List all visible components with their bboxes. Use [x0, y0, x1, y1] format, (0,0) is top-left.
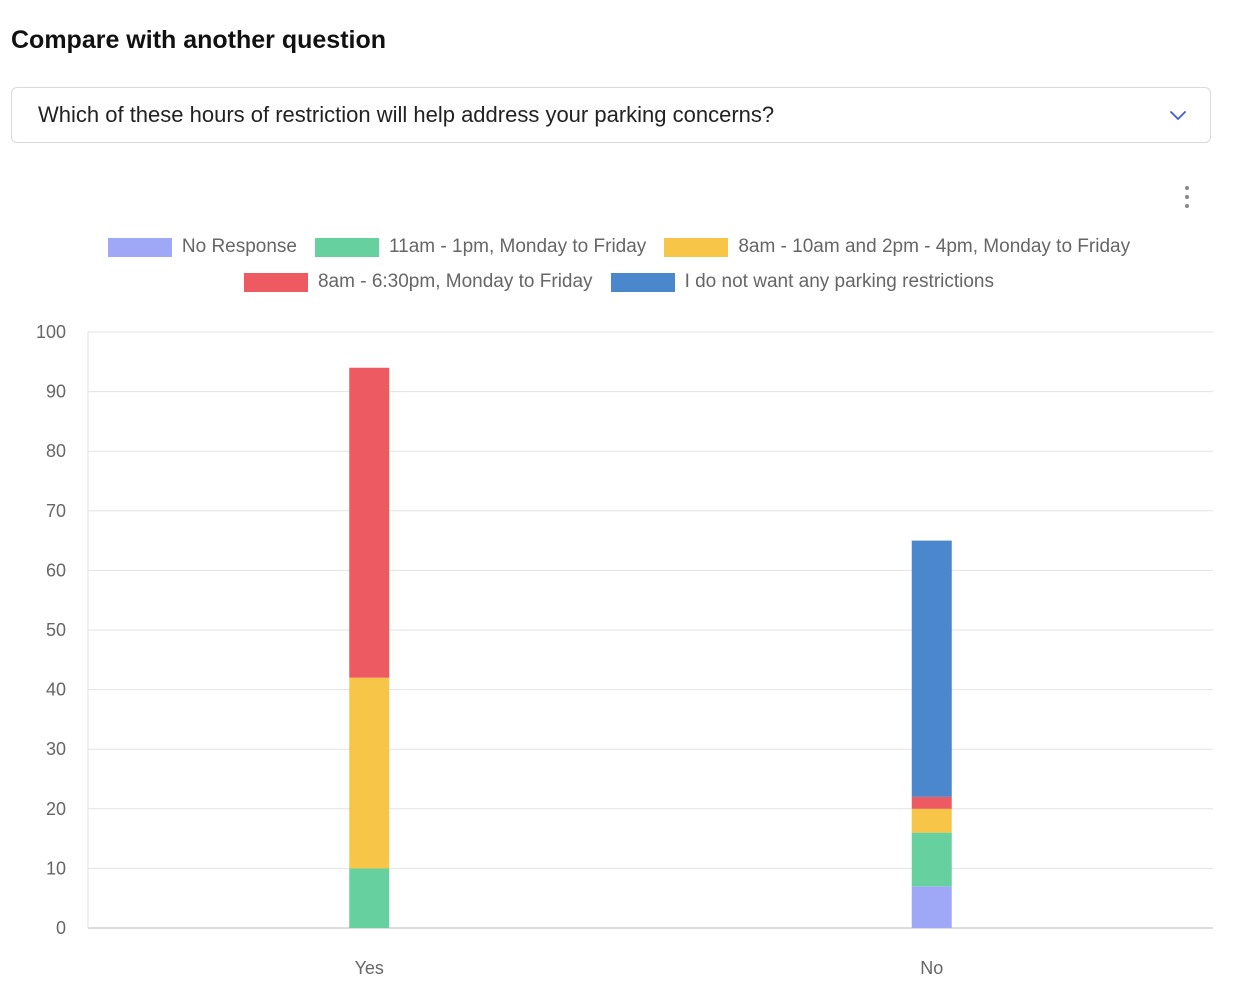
legend-swatch: [664, 237, 729, 257]
x-tick-label: Yes: [355, 958, 384, 978]
legend-row-2: 8am - 6:30pm, Monday to Friday I do not …: [0, 271, 1238, 293]
legend-label: 8am - 6:30pm, Monday to Friday: [317, 271, 593, 292]
y-tick-label: 10: [46, 858, 66, 878]
y-tick-label: 80: [46, 441, 66, 461]
y-tick-label: 30: [46, 739, 66, 759]
bar-segment: [911, 832, 952, 887]
compare-question-select[interactable]: Which of these hours of restriction will…: [11, 87, 1211, 143]
y-tick-label: 40: [46, 680, 66, 700]
y-tick-label: 0: [56, 918, 66, 938]
legend-label: No Response: [181, 236, 297, 257]
legend-swatch: [107, 237, 172, 257]
y-tick-label: 100: [36, 322, 66, 342]
bar-segment: [911, 540, 952, 797]
legend-swatch: [610, 272, 675, 292]
legend-item-no-response[interactable]: No Response: [107, 236, 297, 258]
legend-swatch: [243, 272, 308, 292]
legend-item-8am-10am-2pm-4pm[interactable]: 8am - 10am and 2pm - 4pm, Monday to Frid…: [664, 236, 1130, 258]
legend-item-8am-630pm[interactable]: 8am - 6:30pm, Monday to Friday: [243, 271, 593, 293]
compare-question-value: Which of these hours of restriction will…: [38, 102, 775, 127]
legend-swatch: [315, 237, 379, 257]
y-tick-label: 90: [46, 382, 66, 402]
legend-label: 8am - 10am and 2pm - 4pm, Monday to Frid…: [738, 236, 1131, 257]
legend-item-11am-1pm[interactable]: 11am - 1pm, Monday to Friday: [315, 236, 646, 258]
stacked-bar-chart: 0 10 20 30 40 50 60 70 80 90 100 Yes No: [36, 322, 1213, 978]
section-heading: Compare with another question: [11, 26, 387, 54]
x-tick-label: No: [920, 958, 943, 978]
legend-label: 11am - 1pm, Monday to Friday: [389, 236, 647, 257]
legend-item-no-restrictions[interactable]: I do not want any parking restrictions: [610, 271, 994, 293]
y-tick-label: 70: [46, 501, 66, 521]
y-tick-label: 60: [46, 560, 66, 580]
y-tick-label: 20: [46, 799, 66, 819]
bar-segment: [349, 367, 390, 678]
bar-segment: [911, 796, 952, 809]
more-vertical-icon[interactable]: [1176, 184, 1198, 210]
bar-segment: [911, 886, 952, 928]
bar-segment: [349, 868, 390, 928]
bar-segment: [349, 677, 390, 869]
chevron-down-icon: [1170, 111, 1186, 120]
y-tick-label: 50: [46, 620, 66, 640]
legend-row-1: No Response 11am - 1pm, Monday to Friday…: [0, 236, 1238, 258]
legend-label: I do not want any parking restrictions: [684, 271, 994, 292]
bar-segment: [911, 808, 952, 833]
